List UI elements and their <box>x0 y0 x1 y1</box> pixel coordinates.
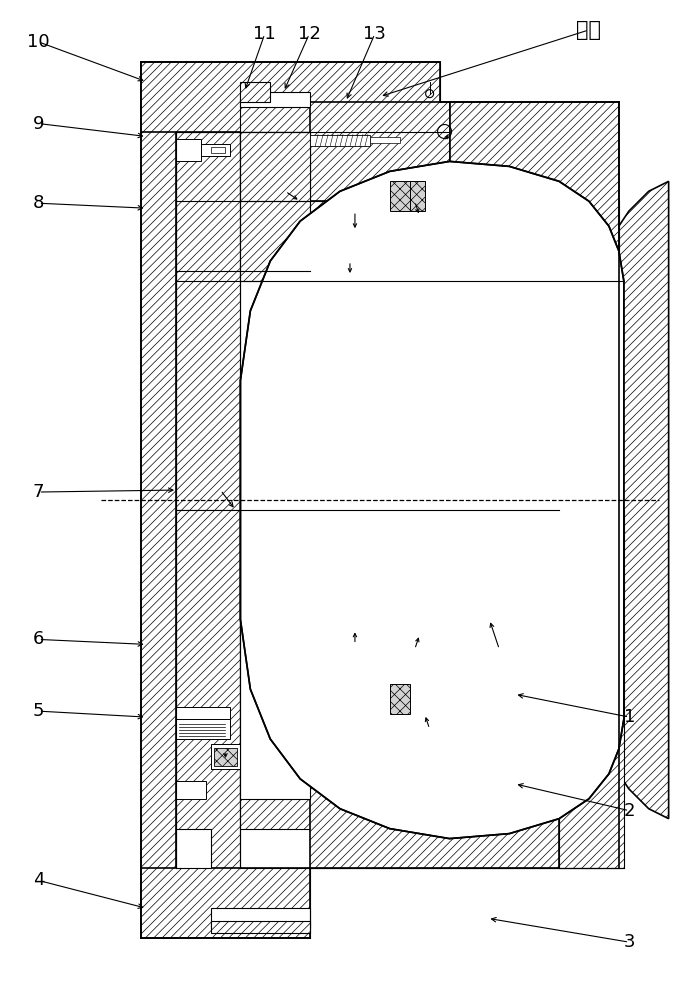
Polygon shape <box>310 201 619 271</box>
Text: 油孔: 油孔 <box>576 20 601 40</box>
Polygon shape <box>310 102 450 201</box>
Polygon shape <box>370 201 400 271</box>
Polygon shape <box>141 62 176 938</box>
Polygon shape <box>176 510 241 868</box>
Text: 11: 11 <box>254 25 276 43</box>
Polygon shape <box>241 92 310 107</box>
Text: 5: 5 <box>33 702 44 720</box>
Polygon shape <box>176 829 211 868</box>
Polygon shape <box>312 659 338 689</box>
Polygon shape <box>340 201 370 281</box>
Text: 8: 8 <box>33 194 44 212</box>
Polygon shape <box>241 161 624 839</box>
Text: 10: 10 <box>27 33 50 51</box>
Polygon shape <box>176 132 241 510</box>
Text: 13: 13 <box>363 25 386 43</box>
Polygon shape <box>342 246 368 276</box>
Polygon shape <box>559 181 669 819</box>
Polygon shape <box>310 620 340 719</box>
Bar <box>211 921 310 933</box>
Bar <box>390 684 410 714</box>
Text: 12: 12 <box>298 25 321 43</box>
Polygon shape <box>342 211 368 241</box>
Polygon shape <box>340 620 370 719</box>
Bar <box>390 181 410 211</box>
Polygon shape <box>450 102 619 271</box>
Bar <box>370 137 400 143</box>
Polygon shape <box>241 82 271 102</box>
Polygon shape <box>176 139 201 161</box>
Text: 1: 1 <box>624 708 635 726</box>
Text: 2: 2 <box>624 802 635 820</box>
Polygon shape <box>312 629 338 654</box>
Polygon shape <box>370 624 400 714</box>
Text: 3: 3 <box>624 933 635 951</box>
Polygon shape <box>241 132 310 281</box>
Polygon shape <box>241 132 310 201</box>
Polygon shape <box>141 62 439 132</box>
Polygon shape <box>241 161 624 839</box>
Bar <box>211 147 226 153</box>
Bar <box>214 748 237 766</box>
Polygon shape <box>310 201 340 281</box>
Bar <box>176 707 231 719</box>
Bar <box>310 135 370 146</box>
Polygon shape <box>141 868 310 938</box>
Bar <box>410 181 424 211</box>
Bar <box>211 908 310 928</box>
Bar <box>340 211 370 271</box>
Bar <box>176 719 231 739</box>
Polygon shape <box>559 510 624 868</box>
Text: 7: 7 <box>33 483 44 501</box>
Polygon shape <box>241 510 310 829</box>
Polygon shape <box>241 102 450 132</box>
Text: 6: 6 <box>33 630 44 648</box>
Polygon shape <box>241 620 310 799</box>
Text: 4: 4 <box>33 871 44 889</box>
Bar <box>176 781 205 799</box>
Polygon shape <box>310 510 559 868</box>
Bar <box>176 144 231 156</box>
Text: 9: 9 <box>33 115 44 133</box>
Bar <box>211 744 241 769</box>
